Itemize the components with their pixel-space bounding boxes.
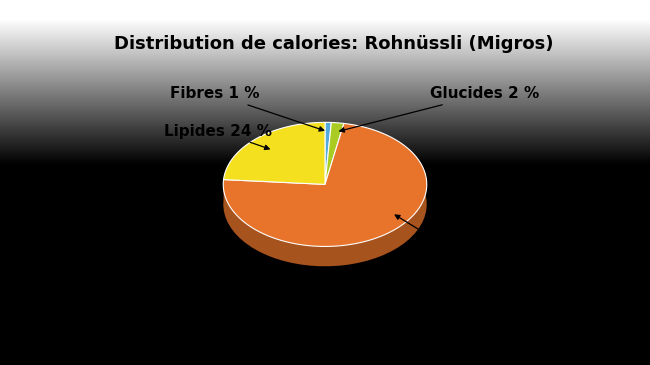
Polygon shape [325,123,344,184]
Polygon shape [325,122,332,184]
Text: © vitahoy.ch: © vitahoy.ch [13,347,92,358]
Text: Glucides 2 %: Glucides 2 % [340,86,540,132]
Text: Protéines 74 %: Protéines 74 % [395,215,560,284]
Text: Fibres 1 %: Fibres 1 % [170,86,324,131]
Text: Lipides 24 %: Lipides 24 % [164,123,272,150]
Polygon shape [223,123,427,266]
Text: Distribution de calories: Rohnüssli (Migros): Distribution de calories: Rohnüssli (Mig… [114,35,554,54]
Polygon shape [224,122,325,184]
Polygon shape [223,123,427,246]
